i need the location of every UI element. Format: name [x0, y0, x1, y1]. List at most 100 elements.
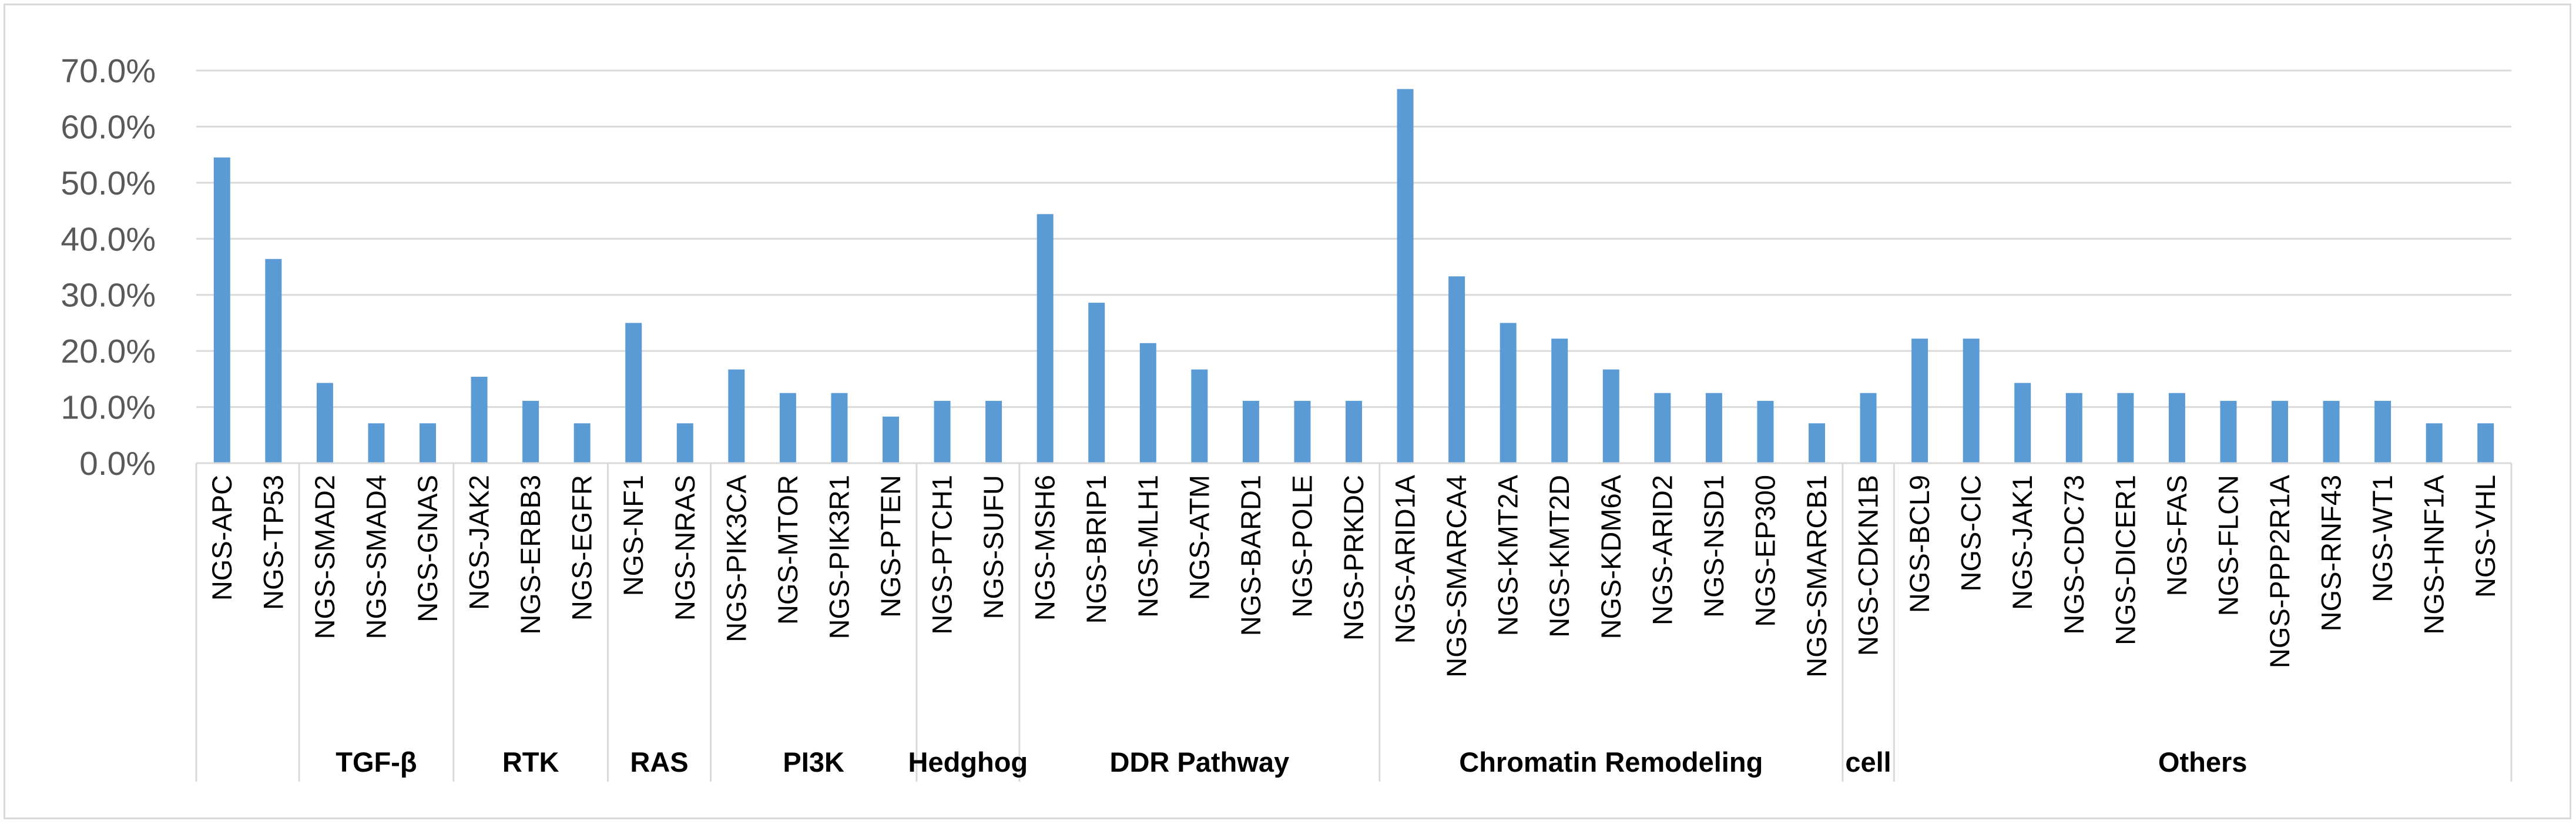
bar	[1654, 393, 1671, 463]
group-label: Hedghog	[908, 746, 1028, 778]
bar	[883, 416, 899, 463]
x-axis	[195, 462, 2513, 782]
category-label: NGS-KDM6A	[1595, 474, 1626, 639]
y-tick-label: 0.0%	[79, 445, 156, 483]
bar	[1757, 401, 1774, 463]
category-label: NGS-PTCH1	[927, 475, 958, 635]
bar	[1242, 401, 1259, 463]
bar	[368, 423, 385, 463]
category-label: NGS-BARD1	[1235, 475, 1266, 636]
category-label: NGS-MSH6	[1029, 475, 1061, 621]
category-label: NGS-JAK2	[464, 475, 495, 610]
category-label: NGS-SMARCB1	[1801, 475, 1832, 678]
category-label: NGS-EGFR	[566, 475, 598, 621]
y-tick-label: 50.0%	[61, 165, 156, 202]
bar	[2220, 401, 2237, 463]
bar	[1191, 369, 1208, 463]
bar	[985, 401, 1002, 463]
y-tick-label: 20.0%	[61, 333, 156, 370]
bar	[1397, 89, 1414, 463]
bar	[1551, 339, 1568, 463]
bar	[2065, 393, 2082, 463]
bar	[522, 401, 539, 463]
bars	[213, 89, 2494, 463]
category-label: NGS-SMAD4	[360, 475, 391, 639]
bar	[728, 369, 745, 463]
bar	[1500, 323, 1517, 463]
y-tick-label: 70.0%	[61, 52, 156, 90]
group-label: PI3K	[783, 746, 844, 778]
category-label: NGS-NRAS	[669, 475, 700, 621]
bar	[1448, 276, 1465, 463]
category-label: NGS-RNF43	[2316, 475, 2347, 631]
group-label: Chromatin Remodeling	[1459, 746, 1763, 778]
category-label: NGS-JAK1	[2007, 475, 2038, 610]
category-label: NGS-KMT2D	[1544, 475, 1575, 638]
category-label: NGS-TP53	[257, 475, 289, 610]
bar	[573, 423, 591, 463]
category-label: NGS-ARID1A	[1390, 474, 1421, 644]
bar	[1911, 339, 1928, 463]
category-label: NGS-SMARCA4	[1441, 475, 1472, 678]
category-label: NGS-CIC	[1956, 475, 1987, 591]
bar	[2323, 401, 2340, 463]
bar	[1346, 401, 1362, 463]
category-label: NGS-NSD1	[1698, 475, 1729, 618]
category-label: NGS-APC	[206, 475, 237, 601]
category-label: NGS-PTEN	[875, 475, 906, 618]
category-label: NGS-VHL	[2470, 475, 2501, 598]
bar	[2014, 383, 2031, 463]
bar	[1139, 343, 1156, 463]
category-label: NGS-FLCN	[2212, 475, 2243, 616]
chart-frame	[4, 4, 2571, 819]
bar	[2117, 393, 2134, 463]
bar	[1602, 369, 1619, 463]
y-tick-label: 30.0%	[61, 277, 156, 314]
bar	[213, 157, 230, 463]
group-label: DDR Pathway	[1110, 746, 1290, 778]
bar	[1809, 423, 1825, 463]
category-label: NGS-MLH1	[1132, 475, 1163, 618]
group-label: RAS	[630, 746, 688, 778]
category-labels: NGS-APC NGS-TP53 NGS-SMAD2 NGS-SMAD4 NGS-GNA…	[206, 474, 2501, 677]
category-label: NGS-WT1	[2367, 475, 2398, 602]
category-label: NGS-KMT2A	[1492, 474, 1524, 636]
group-label: RTK	[502, 746, 559, 778]
category-label: NGS-PRKDC	[1338, 475, 1369, 641]
bar	[1860, 393, 1877, 463]
bar	[1088, 303, 1105, 463]
y-tick-label: 40.0%	[61, 220, 156, 258]
bar	[676, 423, 693, 463]
y-tick-label: 10.0%	[61, 389, 156, 427]
category-label: NGS-EP300	[1749, 475, 1780, 627]
bar	[1294, 401, 1311, 463]
category-label: NGS-ERBB3	[515, 475, 546, 635]
group-label: TGF-β	[336, 746, 417, 778]
category-label: NGS-PIK3CA	[720, 474, 752, 642]
category-label: NGS-BCL9	[1904, 475, 1935, 613]
category-label: NGS-SUFU	[978, 475, 1009, 619]
category-label: NGS-ARID2	[1646, 475, 1678, 625]
category-label: NGS-BRIP1	[1081, 475, 1112, 624]
bar	[471, 377, 488, 463]
bar	[1705, 393, 1722, 463]
bar	[1037, 214, 1054, 463]
category-label: NGS-FAS	[2161, 475, 2192, 596]
category-label: NGS-PPP2R1A	[2264, 474, 2295, 668]
bar	[265, 259, 282, 463]
y-axis-tick-labels: 0.0% 10.0% 20.0% 30.0% 40.0% 50.0% 60.0% 70.0%	[61, 52, 156, 483]
category-label: NGS-GNAS	[412, 475, 443, 622]
category-label: NGS-ATM	[1183, 475, 1215, 600]
bar	[2374, 401, 2391, 463]
group-labels: TGF-β RTK RAS PI3K Hedghog DDR Pathway Chromat…	[336, 746, 2247, 778]
bar	[420, 423, 436, 463]
category-label: NGS-HNF1A	[2419, 474, 2450, 634]
category-label: NGS-CDKN1B	[1853, 475, 1884, 656]
bar	[934, 401, 951, 463]
category-label: NGS-MTOR	[772, 475, 803, 625]
category-label: NGS-POLE	[1286, 475, 1317, 618]
bar	[2477, 423, 2494, 463]
bar	[2426, 423, 2443, 463]
category-label: NGS-DICER1	[2109, 475, 2141, 645]
